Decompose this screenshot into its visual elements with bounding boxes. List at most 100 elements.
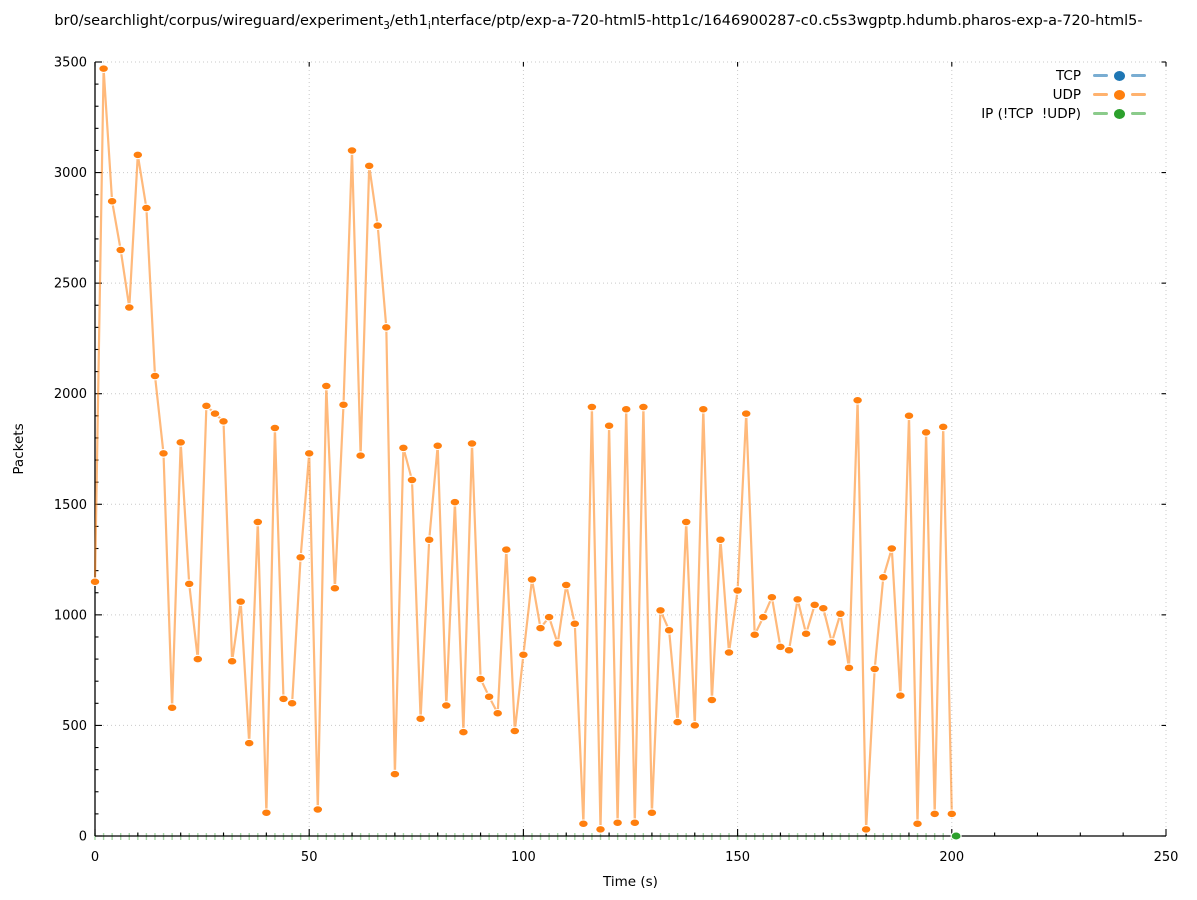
udp-data-point — [458, 727, 469, 737]
udp-data-point — [766, 592, 778, 602]
x-tick-label: 150 — [725, 850, 750, 865]
legend-item-tcp: TCP — [981, 66, 1146, 85]
udp-data-point — [912, 819, 923, 829]
udp-data-point — [201, 401, 212, 411]
udp-data-point — [509, 726, 521, 736]
legend-sample-tcp — [1093, 70, 1146, 81]
ip-line-swatch — [1093, 112, 1108, 115]
x-tick-label: 250 — [1154, 850, 1179, 865]
udp-data-point — [646, 808, 658, 818]
y-tick-label: 2000 — [54, 387, 87, 402]
udp-data-point — [398, 443, 409, 453]
tcp-line-swatch — [1131, 74, 1146, 77]
udp-data-point — [320, 381, 332, 391]
udp-data-point — [578, 819, 589, 829]
udp-data-point — [329, 583, 341, 593]
y-axis-label: Packets — [11, 423, 27, 475]
udp-data-point — [826, 638, 838, 647]
udp-data-point — [680, 517, 692, 527]
udp-data-point — [492, 708, 504, 718]
udp-data-point — [346, 146, 358, 155]
udp-data-point — [415, 714, 426, 724]
udp-data-point — [620, 404, 632, 414]
udp-data-point — [775, 642, 786, 652]
udp-data-point — [475, 674, 486, 684]
udp-data-point — [175, 438, 187, 447]
udp-data-point — [732, 586, 743, 595]
udp-data-point — [749, 630, 761, 640]
udp-data-point — [569, 619, 581, 629]
title-subscript: i — [427, 19, 431, 32]
y-tick-label: 0 — [79, 830, 87, 845]
udp-data-point — [372, 221, 384, 230]
udp-data-point — [158, 449, 169, 458]
udp-data-point — [380, 323, 392, 332]
udp-data-point — [929, 809, 941, 819]
udp-data-point — [783, 645, 795, 655]
udp-data-point — [895, 691, 906, 700]
legend-label-tcp: TCP — [1055, 67, 1081, 84]
legend-item-udp: UDP — [981, 85, 1146, 104]
udp-data-point — [440, 701, 452, 710]
x-tick-label: 50 — [301, 850, 318, 865]
udp-data-point — [663, 625, 675, 635]
x-tick-label: 0 — [91, 850, 99, 865]
udp-data-point — [869, 664, 881, 674]
udp-data-point — [226, 656, 238, 666]
udp-data-point — [278, 694, 289, 704]
udp-data-point — [123, 303, 135, 312]
udp-data-point — [586, 402, 598, 412]
udp-data-point — [603, 421, 615, 431]
udp-data-point — [149, 371, 161, 381]
udp-data-point — [843, 663, 855, 673]
udp-data-point — [261, 808, 272, 818]
y-tick-label: 3000 — [54, 166, 87, 181]
udp-data-point — [303, 449, 315, 458]
udp-data-point — [672, 717, 683, 727]
ip-line-swatch — [1131, 112, 1146, 115]
udp-data-point — [860, 825, 872, 834]
udp-data-point — [166, 703, 178, 713]
y-tick-label: 1500 — [54, 498, 87, 513]
y-tick-label: 1000 — [54, 608, 87, 623]
udp-data-point — [877, 572, 889, 582]
udp-data-point — [629, 818, 641, 828]
udp-data-point — [218, 417, 229, 426]
udp-data-point — [252, 517, 264, 527]
udp-data-point — [689, 721, 701, 730]
udp-data-point — [706, 695, 718, 705]
udp-data-point — [535, 623, 546, 633]
legend-sample-ip — [1093, 108, 1146, 119]
udp-data-point — [740, 409, 752, 418]
udp-data-point — [286, 698, 298, 708]
udp-data-point — [235, 597, 247, 606]
udp-data-point — [946, 809, 958, 819]
udp-data-point — [835, 609, 846, 619]
title-text: nterface/ptp/exp-a-720-html5-http1c/1646… — [430, 13, 1143, 29]
udp-data-point — [295, 553, 306, 562]
udp-data-point — [89, 577, 101, 587]
udp-data-point — [595, 825, 606, 834]
ip-data-point — [950, 831, 962, 841]
udp-data-point — [389, 769, 401, 779]
udp-data-point — [141, 203, 152, 213]
udp-data-point — [697, 404, 709, 414]
y-tick-label: 2500 — [54, 277, 87, 292]
udp-data-point — [355, 451, 366, 460]
udp-data-point — [543, 612, 555, 622]
udp-data-point — [809, 600, 821, 610]
udp-data-point — [715, 535, 726, 545]
legend-sample-udp — [1093, 89, 1146, 100]
udp-line-swatch — [1131, 93, 1146, 96]
udp-data-point — [338, 400, 349, 410]
udp-data-point — [655, 606, 666, 615]
udp-data-point — [817, 603, 829, 613]
ip-point-icon — [1114, 108, 1125, 119]
udp-data-point — [98, 64, 109, 73]
tcp-point-icon — [1114, 70, 1125, 81]
udp-data-point — [406, 475, 418, 485]
udp-data-point — [449, 497, 461, 507]
udp-line-swatch — [1093, 93, 1108, 96]
udp-data-point — [792, 595, 803, 604]
